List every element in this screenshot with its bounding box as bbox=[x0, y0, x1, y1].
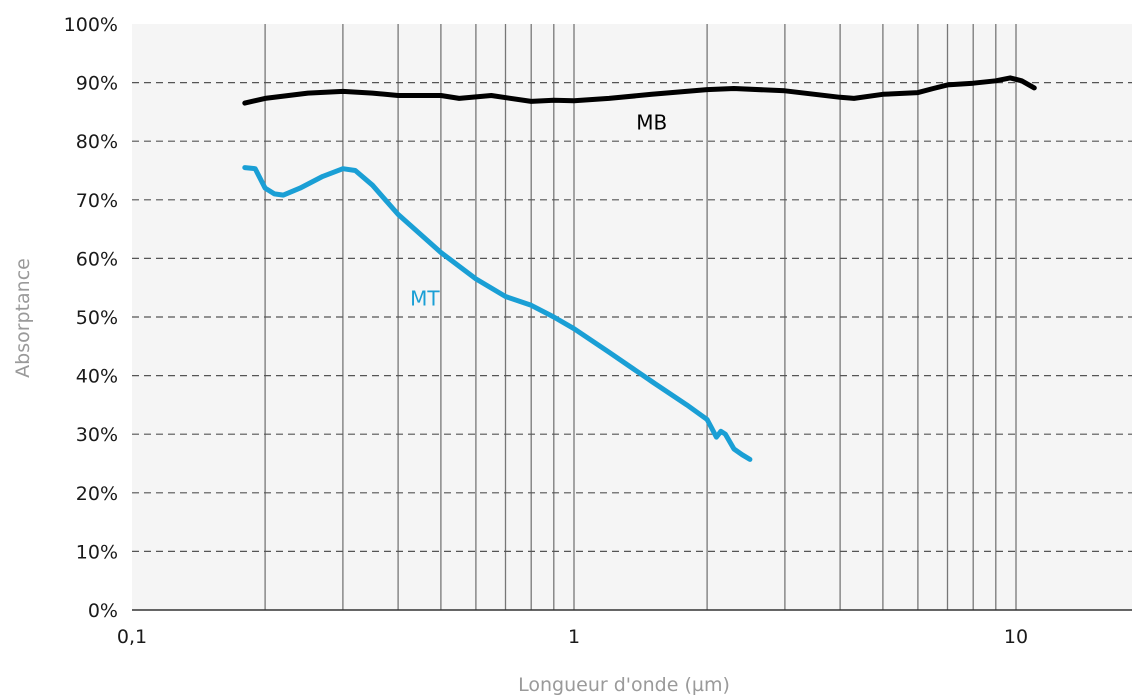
y-tick-label: 90% bbox=[76, 73, 118, 95]
x-tick-label: 1 bbox=[568, 626, 580, 648]
y-tick-label: 30% bbox=[76, 424, 118, 446]
series-annotations: MB MT bbox=[410, 111, 667, 311]
grid-lines bbox=[132, 24, 1132, 611]
y-tick-label: 60% bbox=[76, 248, 118, 270]
x-tick-label: 0,1 bbox=[117, 626, 147, 648]
x-axis-tick-labels: 0,1 1 10 bbox=[117, 626, 1028, 648]
y-axis-tick-labels: 0% 10% 20% 30% 40% 50% 60% 70% 80% 90% 100% bbox=[64, 14, 118, 622]
series-line-mb bbox=[242, 75, 1037, 106]
series-line-mt bbox=[242, 165, 753, 462]
x-tick-label: 10 bbox=[1004, 626, 1028, 648]
series-label-mb: MB bbox=[636, 111, 667, 135]
y-tick-label: 40% bbox=[76, 366, 118, 388]
y-axis-title: Absorptance bbox=[12, 258, 34, 378]
y-tick-label: 10% bbox=[76, 541, 118, 563]
y-tick-label: 80% bbox=[76, 131, 118, 153]
y-tick-label: 50% bbox=[76, 307, 118, 329]
x-axis-title: Longueur d'onde (µm) bbox=[518, 674, 730, 696]
y-tick-label: 70% bbox=[76, 190, 118, 212]
y-tick-label: 20% bbox=[76, 483, 118, 505]
y-tick-label: 0% bbox=[88, 600, 118, 622]
series-lines bbox=[242, 75, 1037, 462]
series-label-mt: MT bbox=[410, 286, 440, 310]
y-tick-label: 100% bbox=[64, 14, 118, 36]
